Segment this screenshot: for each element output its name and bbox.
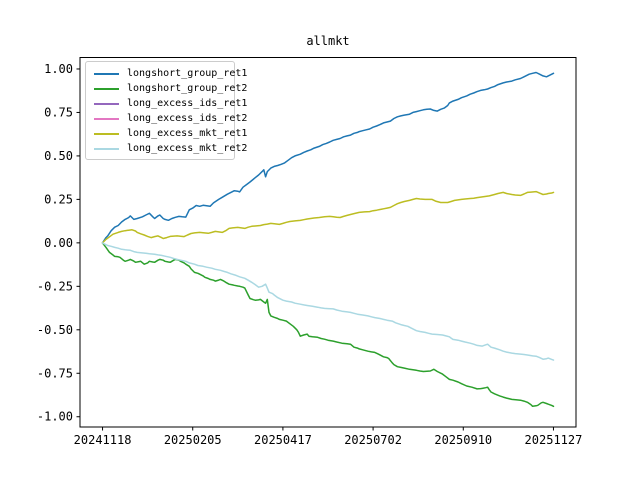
y-tick-label: 0.50	[44, 149, 73, 163]
legend-swatch	[94, 102, 119, 105]
y-tick-label: 1.00	[44, 62, 73, 76]
y-tick-label: 0.25	[44, 192, 73, 206]
x-tick-label: 20250205	[164, 433, 222, 447]
x-tick-label: 20250417	[254, 433, 312, 447]
legend-label: long_excess_ids_ret2	[127, 113, 248, 124]
y-tick-label: 0.00	[44, 236, 73, 250]
legend-label: long_excess_mkt_ret2	[127, 143, 248, 154]
axes-frame	[79, 57, 577, 428]
x-tick-label: 20250910	[434, 433, 492, 447]
legend-swatch	[94, 87, 119, 90]
x-tick-label: 20241118	[74, 433, 132, 447]
legend-entry: long_excess_ids_ret2	[86, 111, 247, 126]
y-tick-label: -0.25	[37, 279, 73, 293]
series-line-longshort_group_ret2	[101, 242, 555, 408]
chart-title: allmkt	[306, 34, 350, 48]
legend-label: long_excess_ids_ret1	[127, 98, 248, 109]
x-tick-label: 20250702	[344, 433, 402, 447]
y-tick-label: -1.00	[37, 410, 73, 424]
legend-label: longshort_group_ret2	[127, 83, 248, 94]
y-tick-label: 0.75	[44, 105, 73, 119]
legend-swatch	[94, 72, 119, 75]
x-tick-label: 20251127	[525, 433, 583, 447]
legend-label: longshort_group_ret1	[127, 68, 248, 79]
legend-entry: long_excess_ids_ret1	[86, 96, 247, 111]
legend-entry: longshort_group_ret2	[86, 81, 247, 96]
legend-swatch	[94, 147, 119, 150]
series-line-long_excess_mkt_ret1	[101, 190, 555, 244]
series-line-long_excess_mkt_ret2	[101, 242, 555, 361]
legend-swatch	[94, 132, 119, 135]
series-line-longshort_group_ret1	[101, 71, 555, 244]
legend-entry: longshort_group_ret1	[86, 66, 247, 81]
legend-entry: long_excess_mkt_ret2	[86, 141, 247, 156]
y-tick-label: -0.75	[37, 366, 73, 380]
legend-entry: long_excess_mkt_ret1	[86, 126, 247, 141]
legend-swatch	[94, 117, 119, 120]
legend: longshort_group_ret1 longshort_group_ret…	[85, 61, 247, 160]
y-tick-label: -0.50	[37, 323, 73, 337]
legend-label: long_excess_mkt_ret1	[127, 128, 248, 139]
